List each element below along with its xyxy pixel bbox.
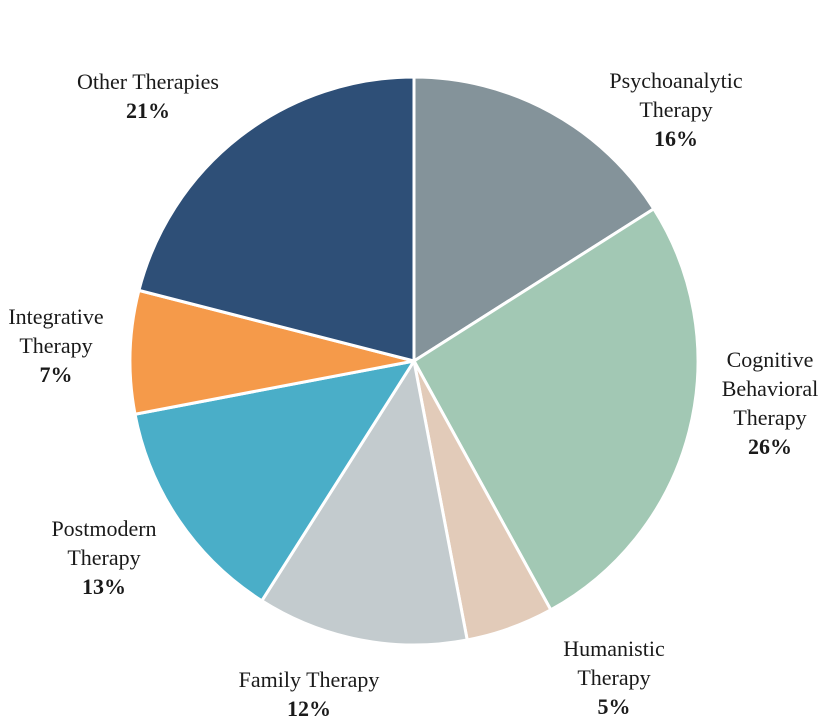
slice-label-1: Psychoanalytic Therapy 16% <box>609 68 742 151</box>
slice-label-line: Therapy <box>639 97 712 122</box>
slice-label-line: Humanistic <box>563 636 665 661</box>
slice-label-7: Other Therapies 21% <box>77 69 219 123</box>
slice-value-label: 7% <box>40 362 73 387</box>
slice-label-line: Psychoanalytic <box>609 68 742 93</box>
slice-label-4: Family Therapy 12% <box>239 667 380 721</box>
slice-label-6: Integrative Therapy 7% <box>8 304 103 387</box>
slice-label-line: Postmodern <box>51 516 156 541</box>
pie-slice-7 <box>137 75 416 363</box>
slice-value-label: 12% <box>287 696 331 721</box>
slice-value-label: 26% <box>748 434 792 459</box>
slice-value-label: 16% <box>654 126 698 151</box>
slice-label-line: Other Therapies <box>77 69 219 94</box>
pie-slice-5 <box>133 358 418 603</box>
slice-label-line: Cognitive <box>727 347 814 372</box>
slice-label-line: Integrative <box>8 304 103 329</box>
slice-label-line: Therapy <box>577 665 650 690</box>
pie-slice-6 <box>128 288 415 416</box>
slice-label-line: Therapy <box>67 545 140 570</box>
pie-slices <box>128 75 700 647</box>
slice-label-line: Behavioral <box>722 376 819 401</box>
slice-label-line: Therapy <box>19 333 92 358</box>
slice-label-3: Humanistic Therapy 5% <box>563 636 665 719</box>
slice-value-label: 5% <box>598 694 631 719</box>
slice-label-2: Cognitive Behavioral Therapy 26% <box>722 347 819 459</box>
pie-labels: Psychoanalytic Therapy 16% Cognitive Behavio… <box>8 68 818 721</box>
slice-label-5: Postmodern Therapy 13% <box>51 516 156 599</box>
pie-slice-4 <box>259 356 469 647</box>
pie-slice-2 <box>412 206 700 612</box>
slice-label-line: Therapy <box>733 405 806 430</box>
pie-slice-1 <box>412 75 656 364</box>
slice-label-line: Family Therapy <box>239 667 380 692</box>
slice-value-label: 21% <box>126 98 170 123</box>
slice-value-label: 13% <box>82 574 126 599</box>
